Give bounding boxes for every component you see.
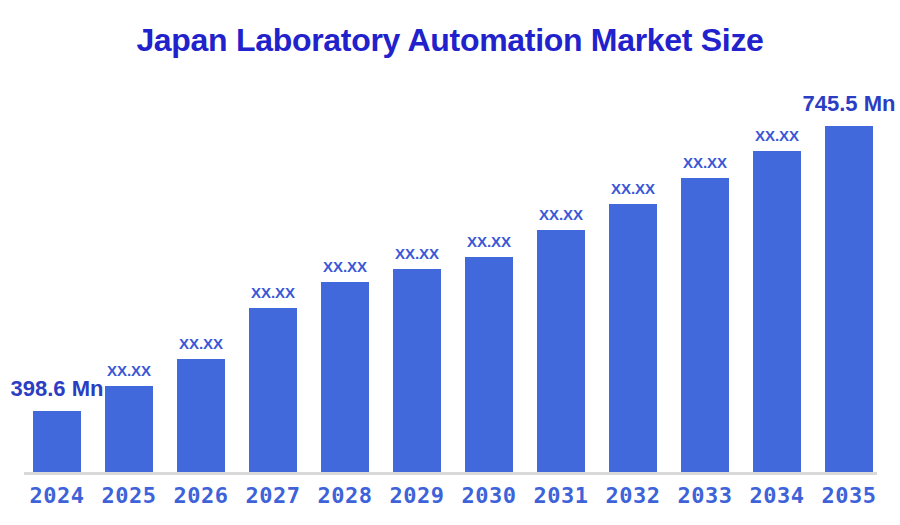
x-axis-label: 2032: [606, 483, 661, 508]
bar-value-label: XX.XX: [467, 233, 511, 250]
bar: [609, 204, 657, 473]
bar: [537, 230, 585, 473]
bar: [321, 282, 369, 473]
bar: [393, 269, 441, 473]
x-axis-label: 2030: [462, 483, 517, 508]
bar-value-label: XX.XX: [179, 335, 223, 352]
bar-value-label: XX.XX: [323, 258, 367, 275]
bar-value-label: XX.XX: [251, 284, 295, 301]
bar-value-label: XX.XX: [107, 362, 151, 379]
bar-value-label: 745.5 Mn: [803, 91, 896, 117]
chart-title: Japan Laboratory Automation Market Size: [0, 22, 900, 59]
bar: [753, 151, 801, 473]
x-axis-label: 2024: [30, 483, 85, 508]
bar-value-label: XX.XX: [539, 206, 583, 223]
bar-value-label: XX.XX: [683, 154, 727, 171]
bar: [465, 257, 513, 473]
bar-value-label: XX.XX: [755, 127, 799, 144]
bar-value-label: 398.6 Mn: [11, 376, 104, 402]
x-axis-label: 2034: [750, 483, 805, 508]
x-axis-label: 2029: [390, 483, 445, 508]
x-axis-label: 2035: [822, 483, 877, 508]
bar-value-label: XX.XX: [395, 245, 439, 262]
bar-value-label: XX.XX: [611, 180, 655, 197]
x-axis-label: 2033: [678, 483, 733, 508]
bar: [33, 411, 81, 473]
bar-chart: Japan Laboratory Automation Market Size …: [0, 0, 900, 525]
x-axis-line: [24, 472, 877, 475]
x-axis-label: 2027: [246, 483, 301, 508]
bar: [825, 126, 873, 473]
x-axis-label: 2026: [174, 483, 229, 508]
x-axis-label: 2028: [318, 483, 373, 508]
bar: [681, 178, 729, 473]
bar: [249, 308, 297, 473]
x-axis-label: 2031: [534, 483, 589, 508]
bar: [105, 386, 153, 473]
bar: [177, 359, 225, 473]
x-axis-label: 2025: [102, 483, 157, 508]
